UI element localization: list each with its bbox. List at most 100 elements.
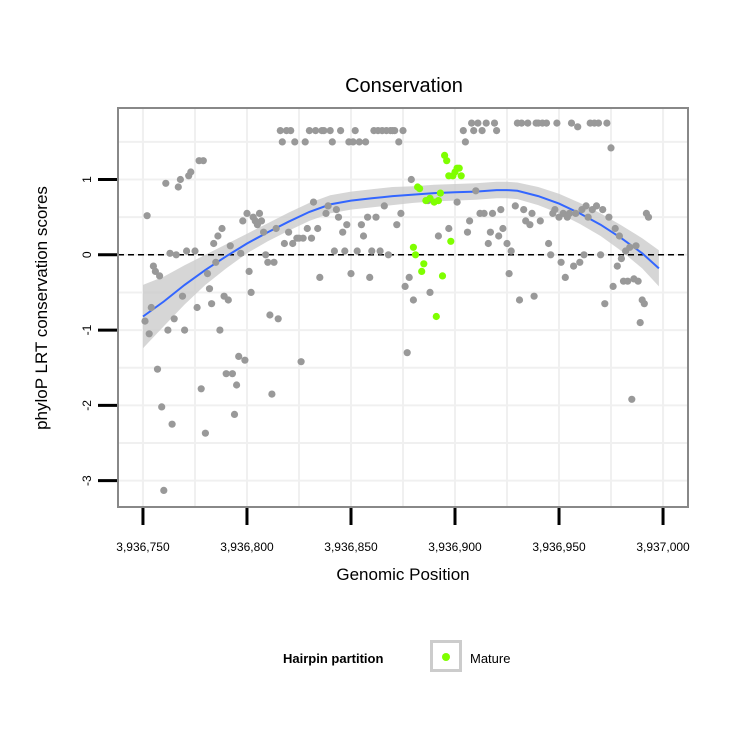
legend: Hairpin partition Mature (283, 640, 510, 672)
conservation-point (264, 258, 272, 266)
conservation-point (297, 358, 305, 366)
conservation-point (166, 249, 174, 257)
conservation-point (268, 390, 276, 398)
conservation-point (224, 296, 232, 304)
conservation-point (594, 119, 603, 127)
conservation-point (199, 157, 207, 165)
conservation-point (147, 303, 155, 312)
conservation-point (341, 247, 349, 255)
mature-point (457, 172, 465, 180)
conservation-point (607, 144, 615, 152)
conservation-point (528, 209, 536, 217)
conservation-point (403, 349, 411, 357)
conservation-point (545, 239, 553, 248)
conservation-point (305, 127, 313, 135)
x-tick-label: 3,936,900 (428, 540, 482, 554)
conservation-point (380, 202, 388, 210)
conservation-point (547, 251, 555, 259)
conservation-point (376, 247, 384, 255)
conservation-point (615, 232, 624, 240)
conservation-point (397, 209, 405, 217)
conservation-point (301, 138, 309, 146)
legend-label-mature: Mature (470, 651, 510, 666)
conservation-point (351, 127, 359, 135)
conservation-point (233, 381, 241, 389)
conservation-point (272, 224, 280, 233)
conservation-point (183, 247, 191, 255)
conservation-point (181, 326, 189, 334)
conservation-point (399, 127, 407, 135)
x-tick-label: 3,936,800 (220, 540, 274, 554)
conservation-point (409, 296, 417, 304)
conservation-point (257, 217, 266, 225)
conservation-point (592, 202, 601, 210)
conservation-point (160, 486, 168, 494)
conservation-point (208, 300, 216, 308)
conservation-point (524, 119, 532, 127)
conservation-point (453, 198, 461, 206)
conservation-point (567, 119, 576, 127)
conservation-point (328, 138, 336, 146)
conservation-point (330, 247, 338, 255)
conservation-point (613, 262, 621, 270)
mature-point (447, 237, 455, 245)
conservation-point (314, 224, 322, 233)
conservation-point (266, 311, 274, 319)
conservation-point (239, 217, 247, 225)
mature-point (418, 267, 426, 275)
x-tick-label: 3,936,750 (116, 540, 170, 554)
conservation-point (497, 206, 505, 214)
y-tick-label: -2 (80, 400, 94, 411)
conservation-point (355, 138, 363, 146)
conservation-point (495, 232, 503, 240)
conservation-point (611, 224, 619, 233)
conservation-point (274, 315, 282, 323)
conservation-point (218, 224, 226, 233)
conservation-point (603, 119, 611, 127)
conservation-point (434, 232, 442, 240)
conservation-point (255, 209, 264, 217)
conservation-point (347, 270, 355, 278)
conservation-point (372, 213, 380, 221)
conservation-point (405, 273, 413, 281)
chart-title: Conservation (345, 75, 463, 97)
conservation-point (570, 262, 578, 270)
conservation-point (191, 247, 199, 255)
conservation-point (178, 292, 187, 300)
conservation-point (391, 127, 399, 135)
conservation-point (235, 352, 243, 360)
conservation-point (187, 168, 195, 176)
conservation-point (551, 206, 559, 214)
mature-point (411, 251, 420, 259)
conservation-point (536, 217, 544, 225)
mature-point (409, 243, 417, 251)
mature-point (443, 157, 451, 165)
conservation-point (141, 317, 149, 325)
conservation-point (542, 119, 551, 127)
conservation-point (357, 221, 365, 229)
conservation-point (624, 277, 632, 285)
smooth-line-layer (142, 189, 660, 318)
panel-border (117, 107, 689, 508)
conservation-point (626, 243, 634, 251)
conservation-point (193, 303, 201, 312)
conservation-point (503, 239, 511, 248)
conservation-point (520, 206, 528, 214)
conservation-point (617, 255, 626, 263)
conservation-point (337, 127, 345, 135)
conservation-point (553, 119, 561, 127)
conservation-point (212, 258, 220, 266)
conservation-point (162, 179, 170, 187)
conservation-point (561, 273, 569, 281)
conservation-point (463, 228, 472, 236)
conservation-point (526, 221, 534, 229)
conservation-point (401, 282, 409, 290)
conservation-point (576, 258, 584, 266)
conservation-point (303, 224, 311, 233)
conservation-point (343, 221, 351, 229)
conservation-point (468, 119, 476, 127)
conservation-point (172, 251, 180, 259)
conservation-point (299, 234, 307, 242)
